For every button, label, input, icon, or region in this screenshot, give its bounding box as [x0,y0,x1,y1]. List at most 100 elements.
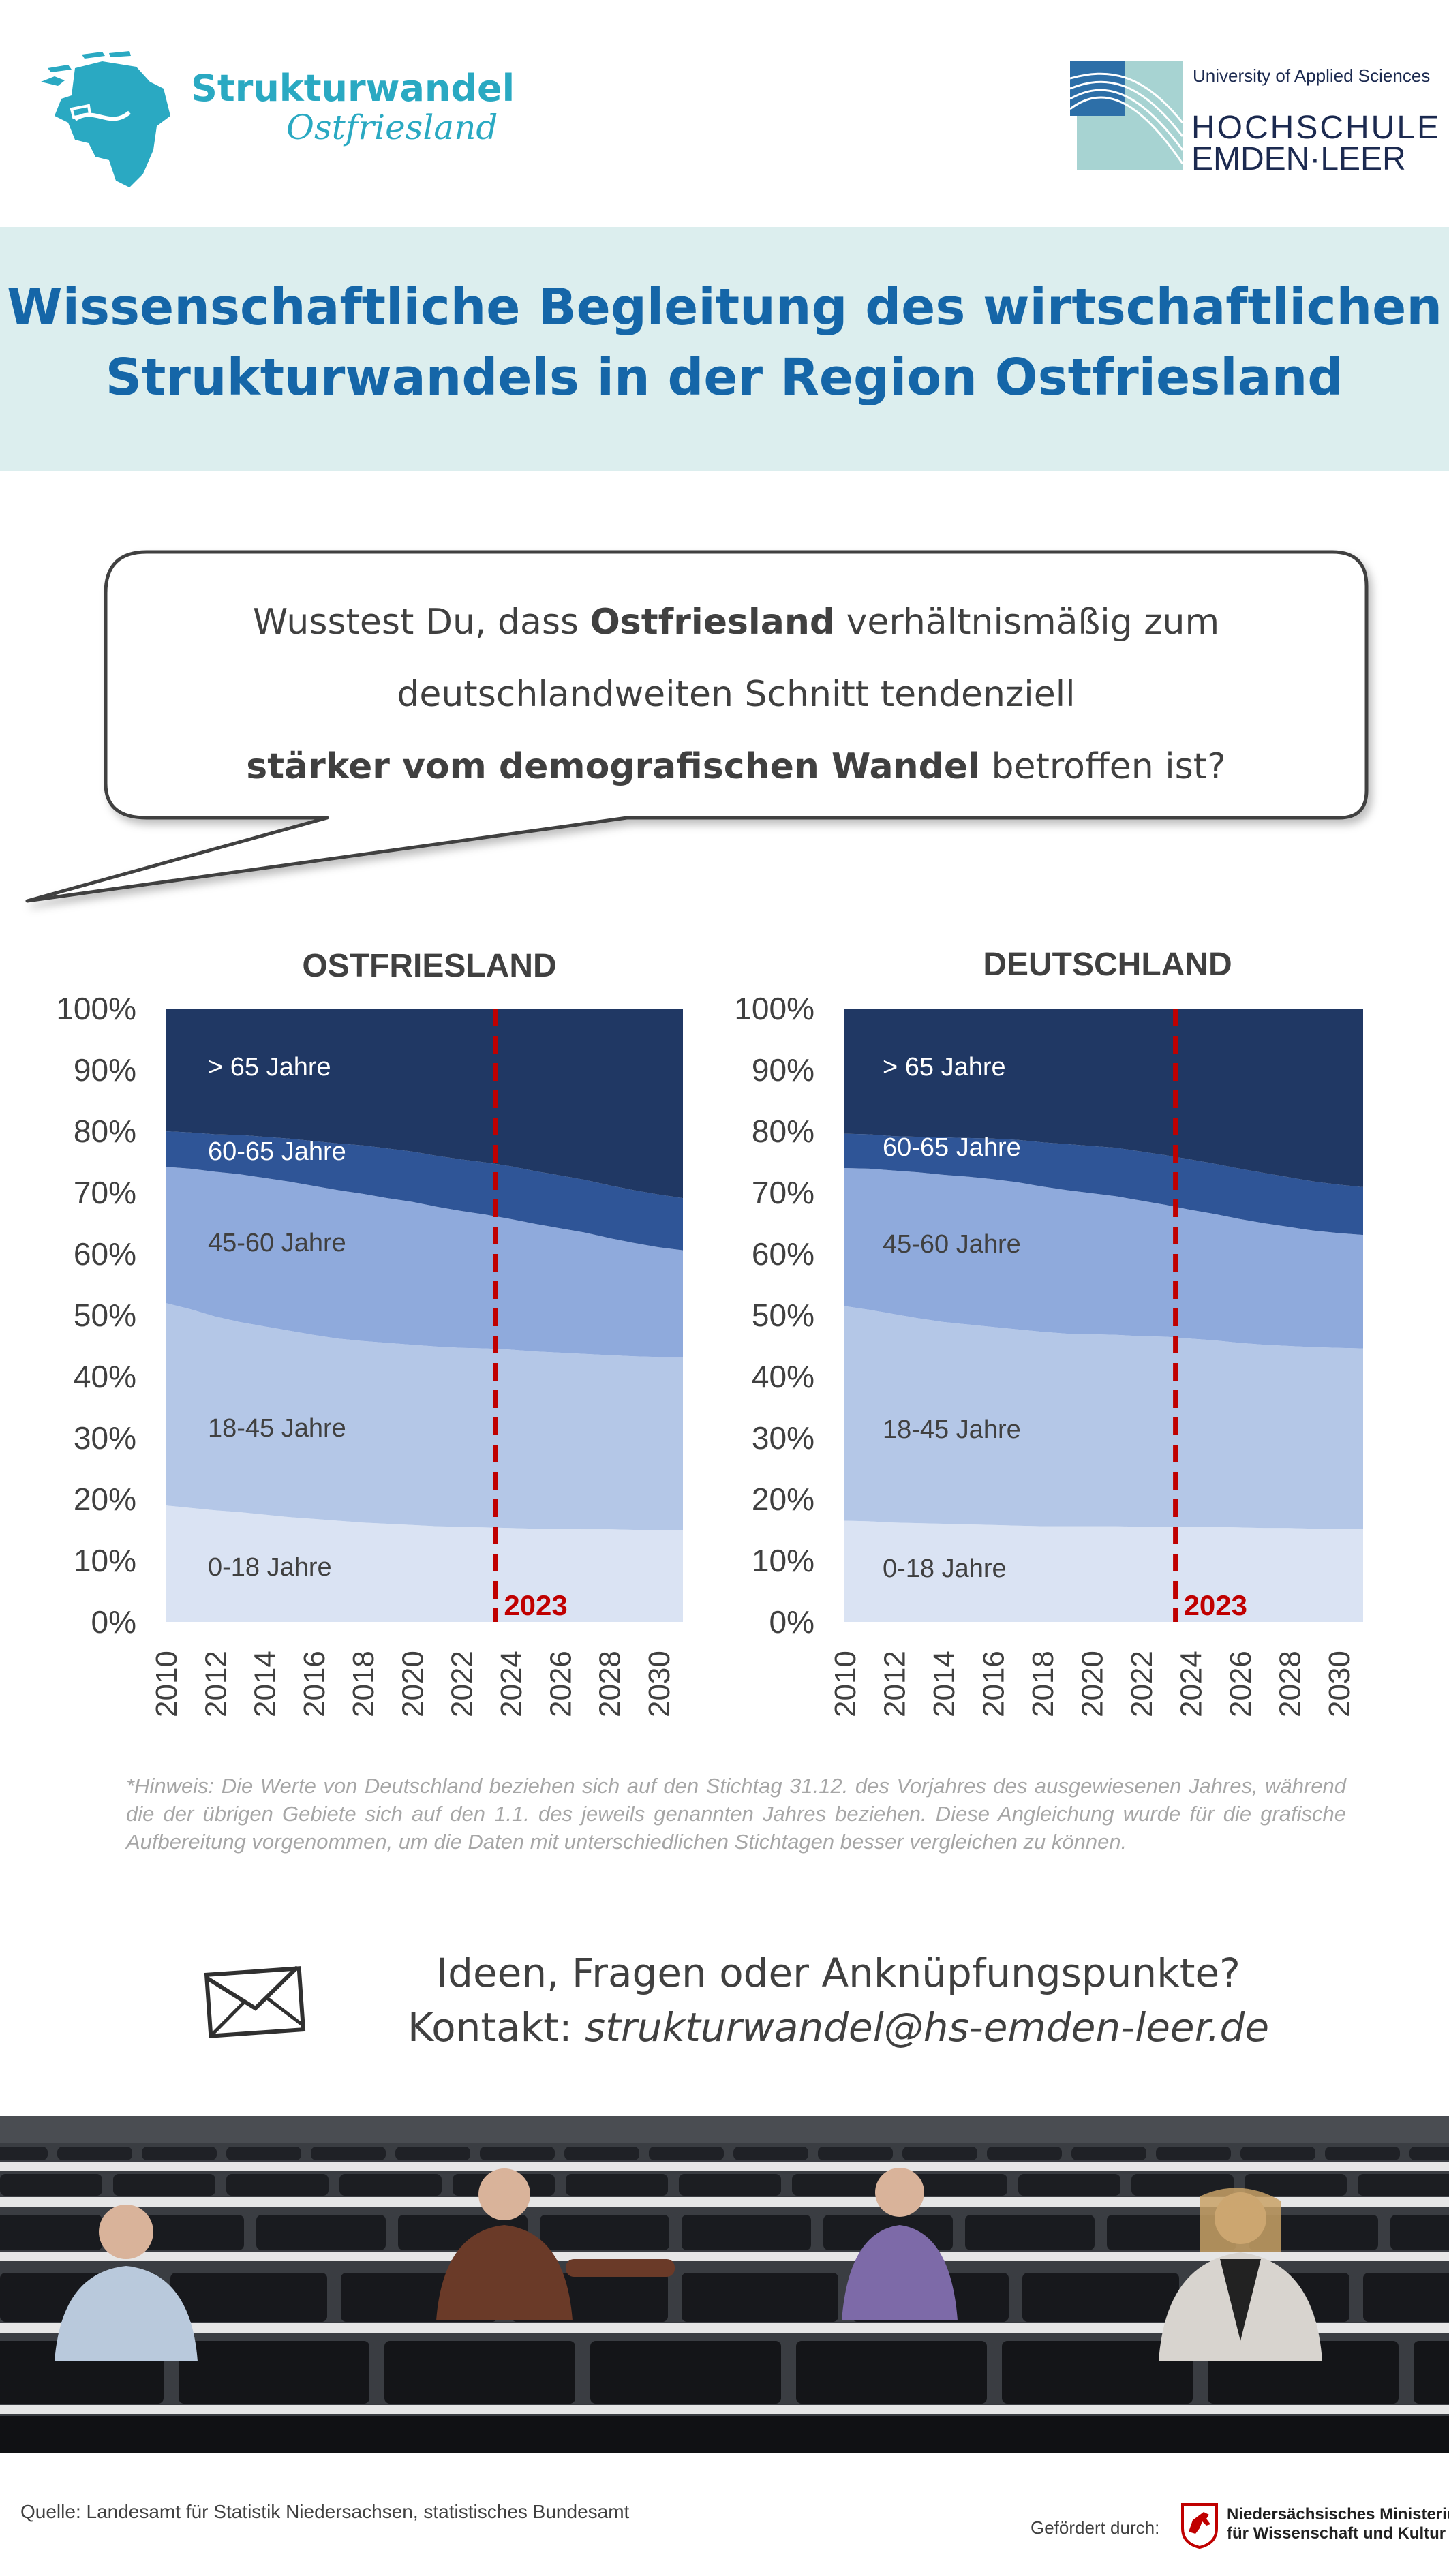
title-band: Wissenschaftliche Begleitung des wirtsch… [0,227,1449,471]
seat [818,2147,893,2160]
logo-hochschule: HOCHSCHULE [1191,110,1442,146]
y-tick-label: 80% [74,1114,136,1149]
y-tick-label: 90% [752,1052,814,1088]
page-title-line2: Strukturwandels in der Region Ostfriesla… [105,348,1344,407]
x-tick-label: 2020 [396,1651,429,1717]
seat [1325,2147,1400,2160]
seat [682,2215,811,2250]
seat [226,2174,329,2196]
seat [905,2174,1007,2196]
area-45-60-jahre [166,1167,683,1358]
series-label: > 65 Jahre [208,1053,331,1082]
x-tick-label: 2014 [249,1651,282,1717]
area-60-65-jahre [844,1133,1363,1236]
ministry-name: Niedersächsisches Ministerium für Wissen… [1227,2505,1449,2543]
seat [311,2147,386,2160]
source-note: Quelle: Landesamt für Statistik Niedersa… [20,2501,630,2522]
x-tick-label: 2012 [199,1651,232,1717]
contact-question: Ideen, Fragen oder Anknüpfungspunkte? [436,1950,1240,1996]
x-tick-label: 2024 [495,1651,528,1717]
seat [256,2215,386,2250]
seat [679,2174,781,2196]
y-tick-label: 70% [74,1175,136,1210]
seat [1018,2174,1120,2196]
y-tick-label: 0% [91,1604,136,1640]
y-tick-label: 20% [74,1482,136,1517]
y-tick-label: 70% [752,1175,814,1210]
speech-bubble [25,550,1369,903]
year-marker-label: 2023 [1184,1589,1247,1621]
series-label: > 65 Jahre [883,1053,1006,1082]
x-tick-label: 2024 [1174,1651,1208,1717]
envelope-icon [204,1966,306,2038]
x-tick-label: 2020 [1076,1651,1109,1717]
lecture-hall-team-photo [0,2116,1449,2453]
x-tick-label: 2030 [643,1651,676,1717]
series-label: 18-45 Jahre [883,1415,1021,1444]
seat-rows [0,2147,1449,2453]
front-seats [0,2416,1449,2453]
x-tick-label: 2026 [544,1651,577,1717]
y-tick-label: 10% [74,1543,136,1578]
person-4 [1159,2188,1322,2361]
x-tick-label: 2026 [1224,1651,1257,1717]
seat [902,2147,977,2160]
area-18-45-jahre [844,1306,1363,1529]
ostfriesland-map-icon [41,51,170,187]
contact-line: Kontakt: strukturwandel@hs-emden-leer.de [407,2004,1270,2051]
seat [142,2147,217,2160]
x-tick-label: 2012 [878,1651,911,1717]
series-label: 45-60 Jahre [883,1230,1021,1259]
y-tick-label: 90% [74,1052,136,1088]
seat [480,2147,555,2160]
desk-row [0,2323,1449,2333]
seat [1071,2147,1146,2160]
seat [682,2273,838,2322]
seat [170,2273,327,2322]
series-label: 0-18 Jahre [883,1554,1007,1583]
y-tick-label: 40% [752,1359,814,1394]
chart-title-deutschland: DEUTSCHLAND [983,947,1232,983]
contact-block: Ideen, Fragen oder Anknüpfungspunkte? Ko… [307,1946,1370,2055]
x-tick-label: 2022 [1125,1651,1159,1717]
bubble-line2: deutschlandweiten Schnitt tendenziell [397,674,1076,715]
seat [0,2215,102,2250]
funded-by-label: Gefördert durch: [1031,2517,1160,2538]
x-tick-label: 2028 [594,1651,627,1717]
desk-row [0,2252,1449,2261]
ministry-line2: für Wissenschaft und Kultur [1227,2524,1446,2543]
logo-tagline: University of Applied Sciences [1193,65,1431,86]
seat [1131,2174,1234,2196]
person-2 [436,2168,675,2320]
seat [1358,2174,1449,2196]
person-1 [55,2205,198,2361]
niedersachsen-horse-crest-icon [1181,2503,1218,2549]
seat [540,2215,669,2250]
bubble-text: Wusstest Du, dass Ostfriesland verhältni… [109,586,1363,803]
x-tick-label: 2014 [928,1651,961,1717]
x-tick-label: 2018 [1026,1651,1060,1717]
bubble-line1: Wusstest Du, dass Ostfriesland verhältni… [252,602,1220,643]
area-0-18-jahre [844,1520,1363,1622]
desk-row [0,2197,1449,2207]
y-tick-label: 50% [74,1298,136,1333]
contact-email-link[interactable]: strukturwandel@hs-emden-leer.de [584,2004,1270,2051]
seat [395,2147,470,2160]
y-tick-label: 50% [752,1298,814,1333]
photo-illustration [0,2116,1449,2453]
year-marker-label: 2023 [504,1589,567,1621]
seat [57,2147,132,2160]
seat [1022,2273,1179,2322]
desk-row [0,2405,1449,2414]
x-tick-label: 2018 [347,1651,380,1717]
logo-line1: Strukturwandel [191,67,515,110]
area-0-18-jahre [166,1505,683,1622]
series-label: 45-60 Jahre [208,1229,346,1257]
seat [0,2174,102,2196]
seat [987,2147,1062,2160]
y-tick-label: 10% [752,1543,814,1578]
seat [1245,2174,1347,2196]
seat [339,2174,442,2196]
series-label: 0-18 Jahre [208,1553,332,1582]
area--65-jahre [166,1009,683,1199]
